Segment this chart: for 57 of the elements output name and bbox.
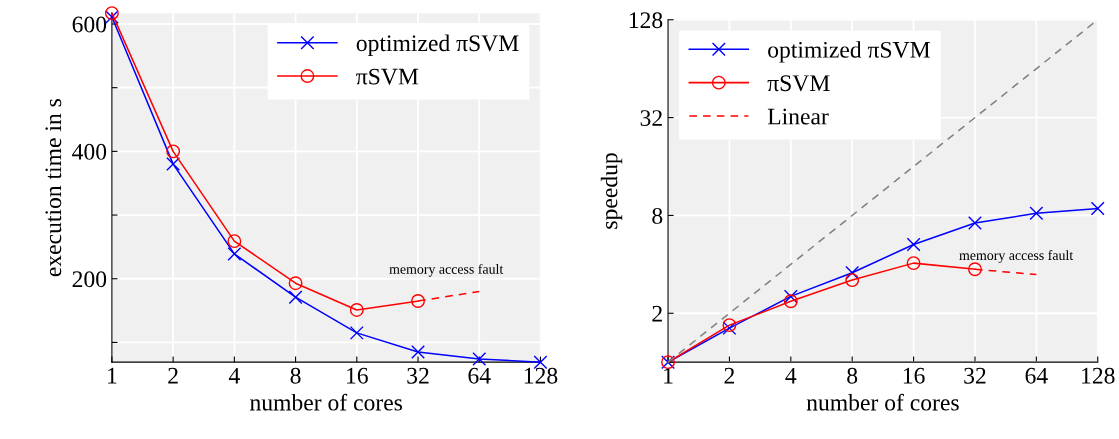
y-tick-label: 32 — [640, 110, 662, 127]
x-tick-label: 128 — [1082, 367, 1115, 384]
y-axis-title: execution time in s — [45, 99, 62, 277]
y-tick-label: 600 — [72, 16, 107, 33]
x-tick-label: 32 — [407, 367, 429, 384]
point — [166, 157, 181, 172]
annotation: memory access fault — [959, 250, 1074, 263]
x-tick-label: 16 — [903, 367, 925, 384]
legend-label: πSVM — [356, 68, 419, 85]
point — [783, 294, 798, 309]
y-tick-label: 128 — [629, 12, 663, 29]
point — [288, 290, 303, 305]
legend-label: πSVM — [767, 75, 830, 92]
x-tick-label: 128 — [524, 367, 558, 384]
point — [968, 216, 982, 231]
x-tick-label: 64 — [468, 367, 491, 384]
point — [166, 144, 181, 159]
point — [472, 352, 487, 366]
legend-label: optimized πSVM — [768, 41, 930, 63]
x-tick-label: 16 — [347, 367, 368, 384]
x-tick-label: 8 — [847, 367, 858, 384]
x-tick-label: 32 — [964, 367, 986, 384]
point — [411, 345, 425, 359]
y-tick-label: 2 — [652, 305, 662, 322]
x-tick-label: 2 — [724, 367, 735, 384]
point — [227, 234, 242, 249]
x-axis-title: number of cores — [806, 393, 959, 411]
y-tick-label: 400 — [72, 143, 107, 160]
point — [845, 273, 860, 288]
y-tick-label: 200 — [72, 271, 107, 288]
y-axis-title: speedup — [600, 153, 623, 229]
point — [349, 303, 364, 317]
point — [104, 10, 119, 24]
point — [227, 246, 242, 261]
point — [1029, 206, 1044, 221]
point — [968, 262, 982, 277]
point — [1090, 201, 1105, 216]
point — [906, 256, 921, 271]
point — [104, 6, 119, 21]
point — [783, 289, 798, 304]
x-tick-label: 64 — [1025, 367, 1048, 384]
point — [906, 237, 921, 252]
point — [349, 325, 364, 340]
x-tick-label: 8 — [290, 367, 301, 384]
legend-label: optimized πSVM — [356, 34, 519, 56]
x-tick-label: 1 — [108, 367, 117, 384]
point — [288, 276, 303, 291]
x-tick-label: 4 — [785, 367, 797, 384]
legend-label: Linear — [767, 108, 829, 125]
y-tick-label: 8 — [652, 207, 663, 224]
x-axis-title: number of cores — [250, 393, 403, 411]
annotation: memory access fault — [389, 263, 504, 277]
x-tick-label: 4 — [228, 367, 240, 384]
point — [845, 265, 860, 280]
x-tick-label: 1 — [664, 367, 673, 384]
point — [411, 294, 425, 308]
x-tick-label: 2 — [168, 367, 178, 384]
